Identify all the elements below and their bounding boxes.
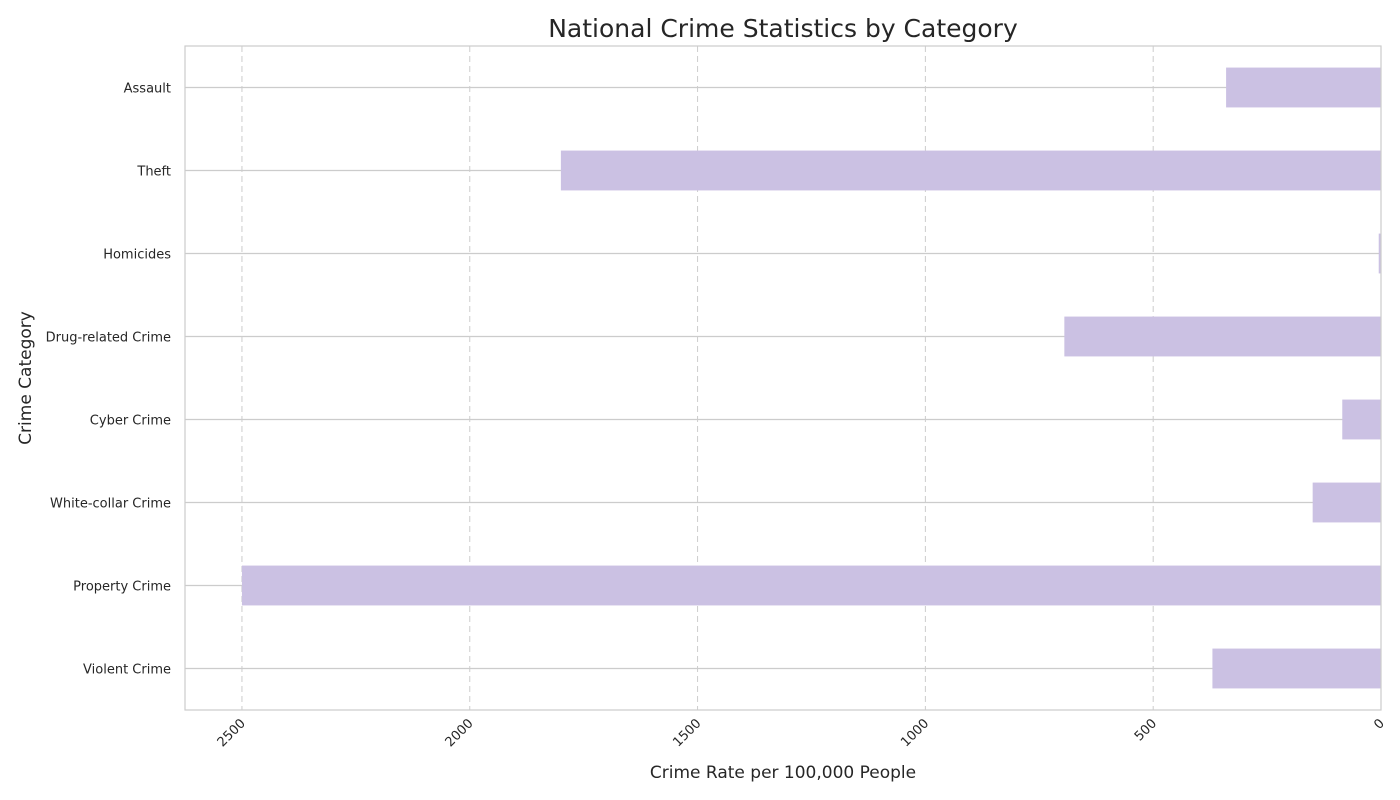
- x-tick-label: 500: [1132, 716, 1160, 744]
- x-tick-labels: 2500 2000 1500 1000 500 0: [215, 716, 1388, 750]
- x-axis-label: Crime Rate per 100,000 People: [650, 763, 916, 783]
- y-tick-label: Homicides: [103, 248, 171, 263]
- x-tick-label: 2000: [443, 716, 477, 750]
- y-tick-label: Assault: [124, 82, 171, 97]
- bar-property-crime: [241, 565, 1381, 606]
- grid: [185, 46, 1382, 710]
- bar-drug-related-crime: [1064, 316, 1381, 357]
- y-tick-label: Theft: [136, 165, 171, 180]
- y-tick-label: Property Crime: [73, 580, 171, 595]
- bar-homicides: [1378, 233, 1381, 274]
- chart-title: National Crime Statistics by Category: [548, 14, 1018, 43]
- y-tick-label: Violent Crime: [83, 663, 171, 678]
- plot-frame: [184, 45, 1382, 711]
- bar-violent-crime: [1212, 648, 1381, 689]
- bar-cyber-crime: [1342, 399, 1381, 440]
- x-tick-label: 2500: [215, 716, 249, 750]
- bars: [241, 67, 1381, 689]
- y-tick-label: Cyber Crime: [90, 414, 171, 429]
- bar-assault: [1226, 67, 1381, 108]
- x-tick-label: 1500: [670, 716, 704, 750]
- y-tick-labels: Assault Theft Homicides Drug-related Crime C…: [46, 82, 172, 678]
- bar-white-collar-crime: [1312, 482, 1381, 523]
- x-tick-label: 0: [1371, 716, 1387, 732]
- y-axis-label: Crime Category: [16, 311, 36, 445]
- bar-theft: [560, 150, 1381, 191]
- y-tick-label: Drug-related Crime: [46, 331, 171, 346]
- x-tick-label: 1000: [898, 716, 932, 750]
- y-tick-label: White-collar Crime: [50, 497, 171, 512]
